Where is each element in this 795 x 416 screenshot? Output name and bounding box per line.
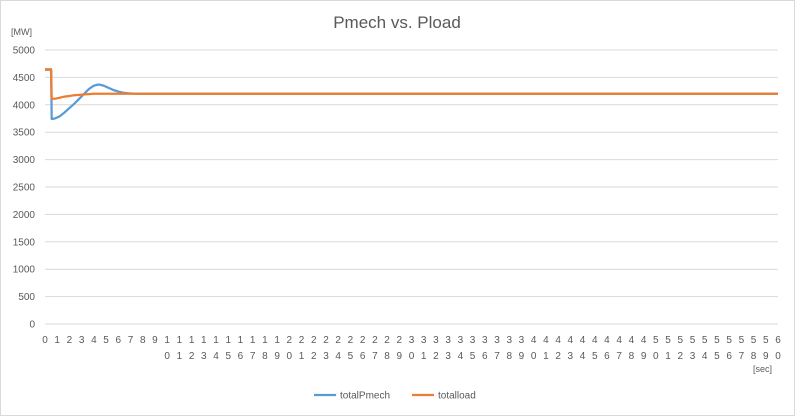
x-tick-label: 8 [140,335,146,346]
x-tick-label: 9 [152,335,158,346]
x-tick-label: 5 [103,335,109,346]
legend-label: totalload [438,391,476,402]
y-tick-label: 1000 [13,265,36,276]
x-tick-label: 6 [116,335,122,346]
x-tick-label: 0 [42,335,48,346]
x-tick-label: 7 [128,335,134,346]
x-tick-label: 3 [79,335,85,346]
y-axis-unit-label: [MW] [11,27,32,37]
series-lines [45,68,778,121]
y-tick-label: 0 [29,320,35,331]
y-tick-label: 4500 [13,73,36,84]
y-tick-label: 2000 [13,210,36,221]
y-tick-labels: 0 500 1000 1500 2000 2500 3000 3500 4000 4500 5000 [13,46,36,331]
legend-label: totalPmech [340,391,390,402]
y-tick-label: 2500 [13,183,36,194]
x-tick-label: 2 [67,335,73,346]
chart-title: Pmech vs. Pload [333,13,461,32]
gridlines [45,49,778,325]
series-line-totalload [45,68,778,100]
x-tick-labels: 0 1 2 3 4 5 6 7 8 9 1 01 11 21 31 41 51 61 71 81 92 02 12 22 32 4… [42,335,781,362]
y-tick-label: 3500 [13,128,36,139]
y-tick-label: 3000 [13,155,36,166]
y-tick-label: 4000 [13,100,36,111]
y-tick-label: 5000 [13,46,36,57]
x-tick-label: 4 [91,335,97,346]
y-tick-label: 1500 [13,237,36,248]
x-tick-label: 1 [54,335,60,346]
legend: totalPmech totalload [314,391,476,402]
x-axis-unit-label: [sec] [753,364,772,374]
y-tick-label: 500 [18,292,35,303]
